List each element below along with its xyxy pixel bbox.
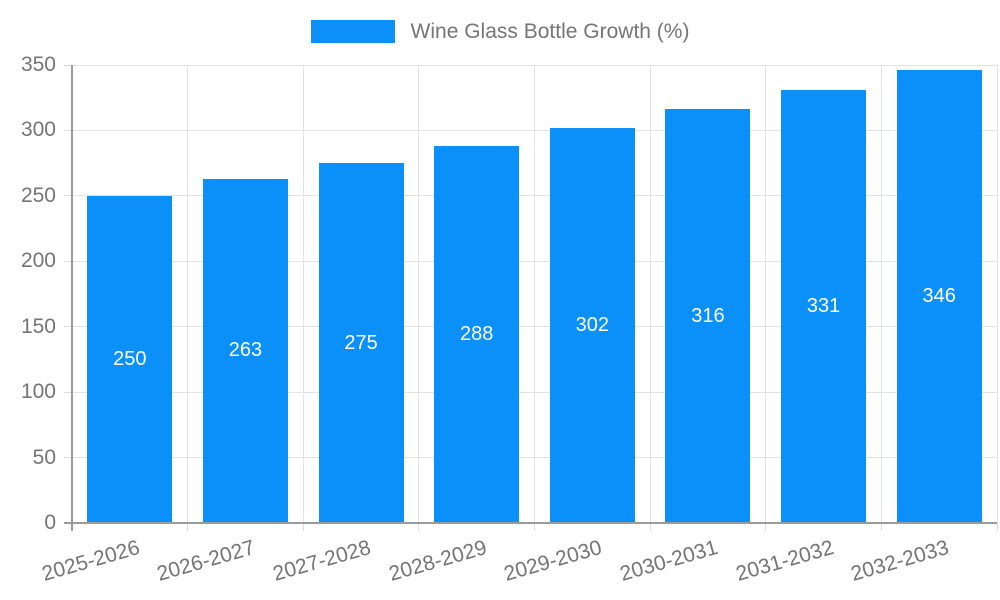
bar[interactable]: 346 <box>896 70 982 523</box>
y-tick-label: 350 <box>20 53 56 76</box>
y-tick-label: 100 <box>20 380 56 404</box>
x-axis-tick <box>649 523 651 531</box>
x-axis-tick <box>534 523 535 531</box>
bar-value-label: 288 <box>460 323 494 346</box>
y-axis-tick <box>64 129 72 131</box>
bar[interactable]: 263 <box>202 178 288 523</box>
bar-value-label: 263 <box>228 339 263 362</box>
bar-value-label: 250 <box>113 347 147 370</box>
y-axis-tick <box>64 326 72 328</box>
x-axis-tick <box>765 523 767 531</box>
y-axis-tick <box>64 391 72 393</box>
bar[interactable]: 275 <box>318 163 404 523</box>
bar-value-label: 302 <box>575 313 609 336</box>
gridline-vertical <box>418 65 420 523</box>
gridline-vertical <box>649 65 651 523</box>
y-axis-tick <box>64 64 72 66</box>
x-axis-tick <box>418 523 420 531</box>
y-axis-tick <box>64 195 72 197</box>
y-tick-label: 200 <box>20 249 56 273</box>
y-tick-label: 0 <box>44 511 56 534</box>
y-axis-tick <box>64 260 72 262</box>
x-axis-tick <box>302 523 304 531</box>
y-tick-label: 300 <box>20 118 56 142</box>
legend[interactable]: Wine Glass Bottle Growth (%) <box>0 16 1000 46</box>
bar[interactable]: 288 <box>434 146 520 523</box>
bar[interactable]: 302 <box>549 127 635 523</box>
x-axis-tick <box>996 523 998 531</box>
gridline-vertical <box>765 65 767 523</box>
y-tick-label: 50 <box>32 445 56 469</box>
legend-label: Wine Glass Bottle Growth (%) <box>410 19 690 43</box>
y-axis-tick <box>64 457 72 459</box>
x-axis-tick <box>187 523 189 531</box>
bar[interactable]: 316 <box>665 109 751 523</box>
x-axis-tick <box>880 523 882 531</box>
bar[interactable]: 331 <box>781 89 867 523</box>
y-axis-line <box>71 65 73 531</box>
bar-value-label: 316 <box>691 304 725 327</box>
gridline-vertical <box>187 65 189 523</box>
legend-swatch <box>310 19 395 43</box>
x-axis-line <box>64 522 997 524</box>
y-tick-label: 250 <box>20 183 56 207</box>
bar-value-label: 346 <box>922 285 956 308</box>
gridline-vertical <box>302 65 304 523</box>
y-tick-label: 150 <box>20 314 56 338</box>
gridline-vertical <box>996 65 998 523</box>
bar[interactable]: 250 <box>87 195 173 523</box>
gridline-vertical <box>534 65 535 523</box>
bar-value-label: 331 <box>806 294 841 317</box>
bar-value-label: 275 <box>344 331 378 354</box>
gridline-vertical <box>880 65 882 523</box>
